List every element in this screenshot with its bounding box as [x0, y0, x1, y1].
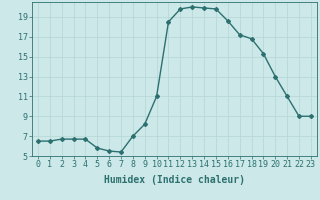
X-axis label: Humidex (Indice chaleur): Humidex (Indice chaleur) [104, 175, 245, 185]
